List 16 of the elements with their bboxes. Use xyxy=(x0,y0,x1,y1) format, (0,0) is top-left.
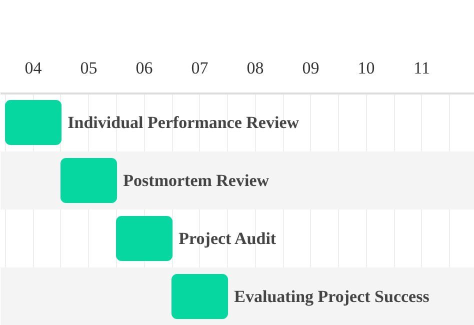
x-tick-label: 09 xyxy=(302,58,320,78)
bar xyxy=(60,158,117,204)
bar xyxy=(172,274,228,320)
x-tick-label: 11 xyxy=(414,58,430,78)
y-tick-label: Individual Performance Review xyxy=(68,113,300,132)
x-tick-label: 04 xyxy=(24,58,42,78)
x-tick-label: 07 xyxy=(191,58,209,78)
y-tick-label: Project Audit xyxy=(178,229,276,248)
y-tick-label: Evaluating Project Success xyxy=(234,287,430,306)
bar xyxy=(4,100,62,146)
x-tick-label: 05 xyxy=(80,58,98,78)
x-tick-label: 10 xyxy=(358,58,375,78)
y-tick-label: Postmortem Review xyxy=(123,171,270,190)
x-tick-label: 06 xyxy=(136,58,153,78)
x-tick-label: 08 xyxy=(246,58,264,78)
bar xyxy=(116,216,173,262)
